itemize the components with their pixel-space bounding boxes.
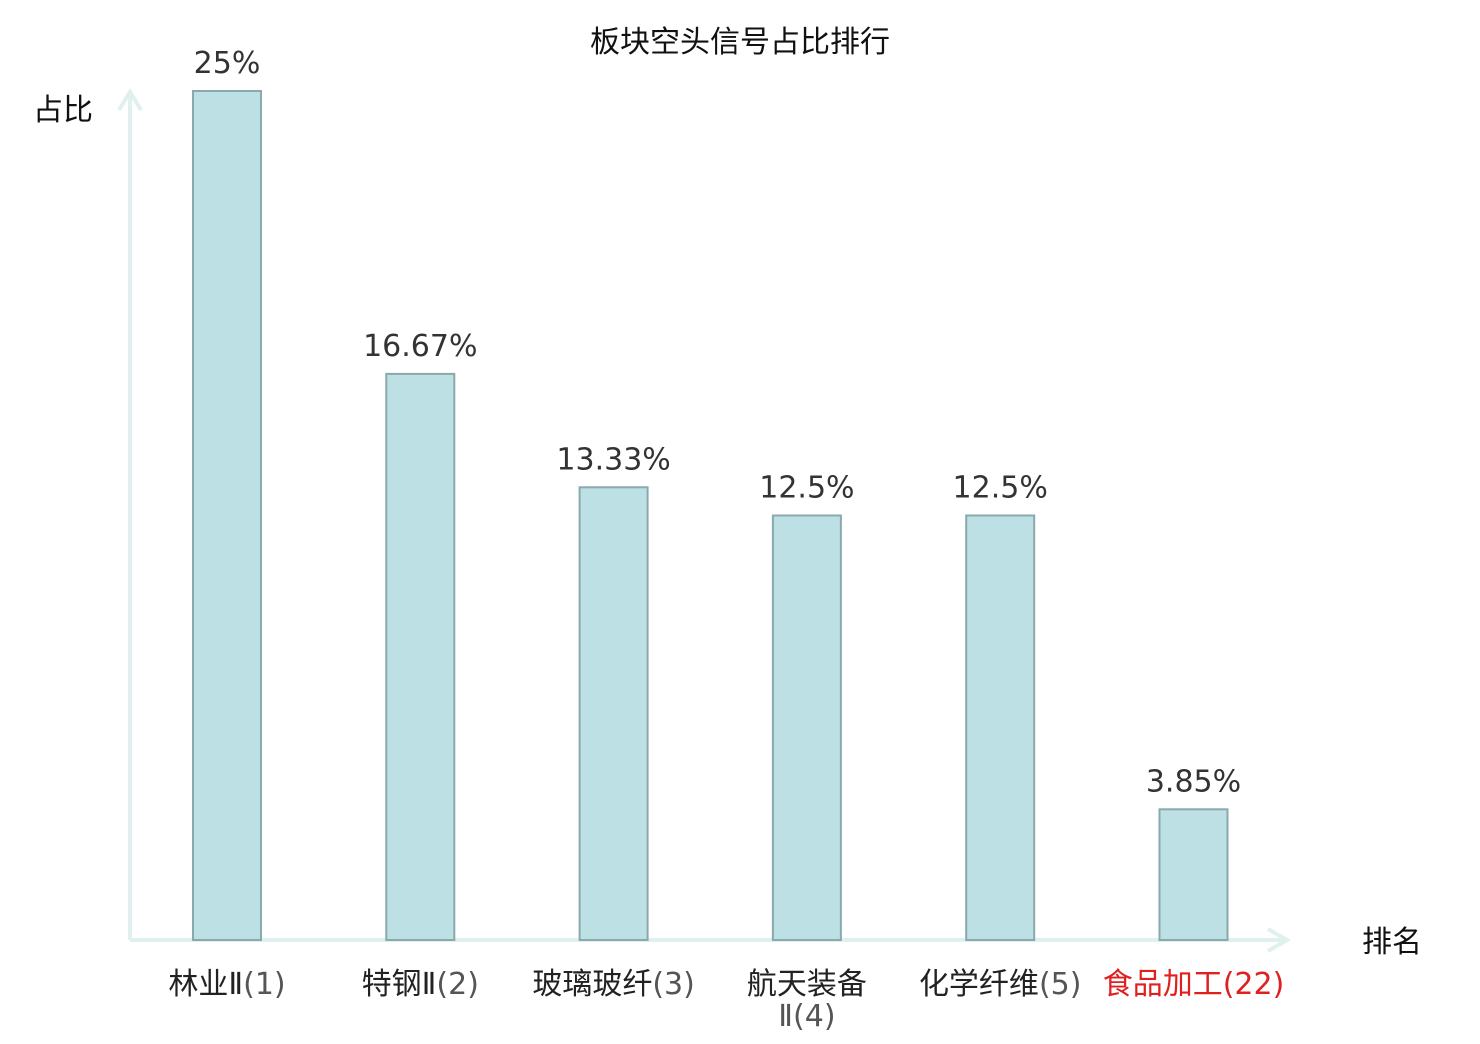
bar [192, 90, 262, 941]
bars-group [192, 90, 1229, 941]
category-name: 林业Ⅱ [168, 967, 243, 1002]
value-labels-group: 25% 16.67% 13.33% 12.5% 12.5% 3.85% [194, 46, 1242, 799]
category-name: 航天装备 [747, 967, 867, 1002]
category-rank: (22) [1223, 967, 1285, 1002]
category-rank: (1) [243, 967, 286, 1002]
category-name: 玻璃玻纤 [532, 967, 652, 1002]
bar [965, 514, 1036, 941]
y-axis-arrowhead [117, 88, 143, 112]
category-rank: (5) [1039, 967, 1082, 1002]
bar-value-label: 16.67% [363, 329, 477, 364]
y-axis: 占比 [33, 88, 143, 940]
category-labels-group: 林业Ⅱ(1) 特钢Ⅱ(2) 玻璃玻纤(3) 航天装备 Ⅱ(4)化学纤维(5) 食品加工(2… [168, 967, 1284, 1034]
bar [385, 372, 456, 941]
bar-value-label: 25% [194, 46, 261, 81]
category-label: 特钢Ⅱ(2) [362, 967, 479, 1002]
x-axis: 排名 [130, 925, 1422, 960]
category-label: 食品加工(22) [1103, 967, 1285, 1002]
category-label: 玻璃玻纤(3) [532, 967, 695, 1002]
category-name: 食品加工 [1103, 967, 1223, 1002]
bar-value-label: 13.33% [556, 442, 670, 477]
x-axis-arrowhead [1266, 927, 1291, 953]
category-rank: (3) [652, 967, 695, 1002]
category-rank: Ⅱ(4) [778, 999, 835, 1034]
y-axis-label: 占比 [33, 93, 93, 128]
category-label: 航天装备 Ⅱ(4) [747, 967, 867, 1034]
bar-value-label: 12.5% [953, 471, 1048, 506]
bar [771, 514, 842, 941]
bar [578, 486, 649, 941]
category-rank: (2) [436, 967, 479, 1002]
category-name: 特钢Ⅱ [362, 967, 437, 1002]
category-label: 林业Ⅱ(1) [168, 967, 285, 1002]
category-name: 化学纤维 [919, 967, 1039, 1002]
bar-value-label: 12.5% [759, 471, 854, 506]
bar-value-label: 3.85% [1146, 764, 1241, 799]
chart-title: 板块空头信号占比排行 [590, 25, 890, 60]
category-label: 化学纤维(5) [919, 967, 1081, 1002]
x-axis-label: 排名 [1362, 925, 1422, 960]
bar [1158, 808, 1229, 941]
